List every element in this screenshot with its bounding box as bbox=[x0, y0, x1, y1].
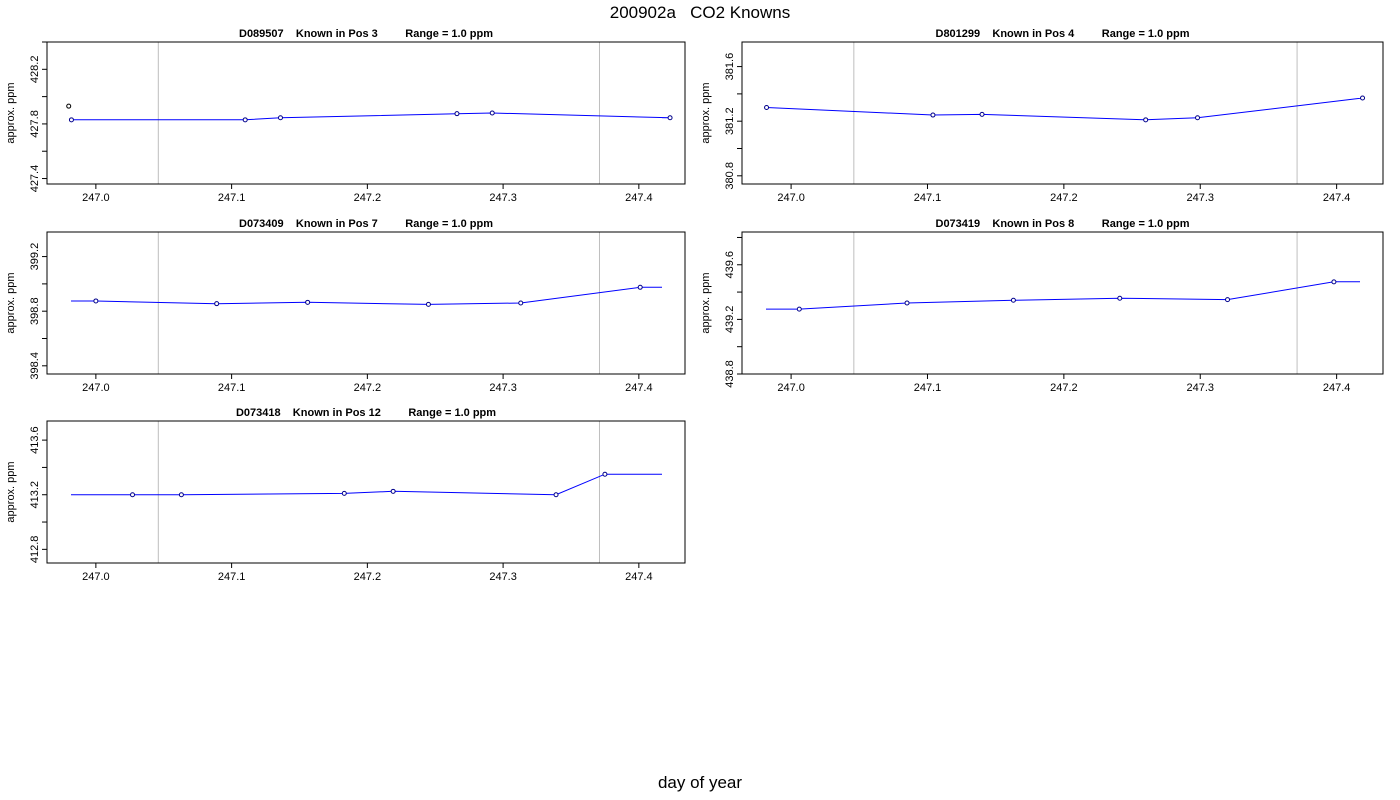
x-tick-label: 247.1 bbox=[218, 382, 246, 394]
x-tick-label: 247.0 bbox=[777, 192, 805, 204]
data-point bbox=[390, 488, 396, 494]
y-tick-label: 413.6 bbox=[29, 426, 41, 454]
flagged-point bbox=[66, 103, 72, 109]
x-tick-label: 247.2 bbox=[354, 192, 382, 204]
x-tick-label: 247.1 bbox=[218, 571, 246, 583]
y-axis-label: approx. ppm bbox=[5, 82, 17, 143]
x-tick-label: 247.1 bbox=[218, 192, 246, 204]
series-line bbox=[71, 112, 671, 121]
y-axis-label: approx. ppm bbox=[5, 461, 17, 522]
data-point bbox=[341, 490, 347, 496]
y-tick-label: 438.8 bbox=[724, 360, 736, 388]
x-tick-label: 247.4 bbox=[625, 571, 653, 583]
data-point bbox=[637, 284, 643, 290]
data-point bbox=[1117, 295, 1123, 301]
chart-panel-2: D801299 Known in Pos 4 Range = 1.0 ppm 24… bbox=[700, 28, 1384, 204]
y-tick-label: 428.2 bbox=[29, 56, 41, 84]
x-tick-label: 247.3 bbox=[489, 571, 517, 583]
panel-title: D073419 Known in Pos 8 Range = 1.0 ppm bbox=[936, 218, 1190, 230]
chart-panel-3: D073409 Known in Pos 7 Range = 1.0 ppm 24… bbox=[5, 218, 686, 394]
x-tick-label: 247.0 bbox=[777, 382, 805, 394]
data-point bbox=[553, 492, 559, 498]
data-point bbox=[930, 112, 936, 118]
series-line bbox=[766, 97, 1363, 121]
chart-main-title: 200902a CO2 Knowns bbox=[609, 3, 791, 22]
data-point bbox=[1143, 117, 1149, 123]
data-point bbox=[305, 299, 311, 305]
y-tick-label: 412.8 bbox=[29, 536, 41, 564]
plot-frame bbox=[741, 231, 1384, 375]
y-tick-label: 398.4 bbox=[29, 352, 41, 380]
y-tick-label: 413.2 bbox=[29, 481, 41, 509]
panel-title: D073418 Known in Pos 12 Range = 1.0 ppm bbox=[236, 407, 496, 419]
data-point bbox=[1195, 115, 1201, 121]
data-point bbox=[425, 301, 431, 307]
data-point bbox=[1225, 297, 1231, 303]
y-axis-label: approx. ppm bbox=[700, 82, 712, 143]
x-tick-label: 247.3 bbox=[1186, 192, 1214, 204]
data-point bbox=[979, 111, 985, 117]
x-tick-label: 247.1 bbox=[914, 382, 942, 394]
x-tick-label: 247.4 bbox=[1323, 382, 1351, 394]
chart-panel-1: D089507 Known in Pos 3 Range = 1.0 ppm 24… bbox=[5, 28, 686, 204]
panel-title: D089507 Known in Pos 3 Range = 1.0 ppm bbox=[239, 28, 493, 40]
x-tick-label: 247.3 bbox=[1186, 382, 1214, 394]
y-tick-label: 427.8 bbox=[29, 110, 41, 138]
y-tick-label: 380.8 bbox=[724, 162, 736, 190]
data-point bbox=[796, 306, 802, 312]
data-point bbox=[93, 298, 99, 304]
y-tick-label: 381.6 bbox=[724, 53, 736, 81]
data-point bbox=[904, 300, 910, 306]
y-axis-label: approx. ppm bbox=[5, 272, 17, 333]
data-point bbox=[277, 115, 283, 121]
x-tick-label: 247.3 bbox=[489, 382, 517, 394]
x-tick-label: 247.0 bbox=[82, 382, 110, 394]
x-tick-label: 247.4 bbox=[625, 382, 653, 394]
x-tick-label: 247.4 bbox=[1323, 192, 1351, 204]
data-point bbox=[602, 471, 608, 477]
plot-frame bbox=[46, 420, 686, 564]
x-tick-label: 247.2 bbox=[1050, 192, 1078, 204]
x-tick-label: 247.0 bbox=[82, 192, 110, 204]
data-point bbox=[454, 111, 460, 117]
plot-frame bbox=[46, 41, 686, 185]
data-point bbox=[1360, 95, 1366, 101]
x-tick-label: 247.4 bbox=[625, 192, 653, 204]
x-tick-label: 247.2 bbox=[1050, 382, 1078, 394]
x-tick-label: 247.0 bbox=[82, 571, 110, 583]
y-tick-label: 439.2 bbox=[724, 306, 736, 334]
plot-frame bbox=[46, 231, 686, 375]
data-point bbox=[489, 110, 495, 116]
x-tick-label: 247.1 bbox=[914, 192, 942, 204]
data-point bbox=[1010, 297, 1016, 303]
x-tick-label: 247.3 bbox=[489, 192, 517, 204]
y-tick-label: 399.2 bbox=[29, 243, 41, 271]
data-point bbox=[764, 105, 770, 111]
data-point bbox=[1331, 279, 1337, 285]
series-line bbox=[766, 281, 1360, 310]
series-line bbox=[71, 286, 662, 305]
y-tick-label: 398.8 bbox=[29, 297, 41, 325]
y-tick-label: 381.2 bbox=[724, 107, 736, 135]
data-point bbox=[667, 115, 673, 121]
data-point bbox=[214, 301, 220, 307]
x-tick-label: 247.2 bbox=[354, 571, 382, 583]
x-axis-label: day of year bbox=[657, 773, 743, 792]
plot-frame bbox=[741, 41, 1384, 185]
panel-title: D073409 Known in Pos 7 Range = 1.0 ppm bbox=[239, 218, 493, 230]
y-tick-label: 439.6 bbox=[724, 251, 736, 279]
chart-panel-5: D073418 Known in Pos 12 Range = 1.0 ppm 2… bbox=[5, 407, 686, 583]
y-axis-label: approx. ppm bbox=[700, 272, 712, 333]
y-tick-label: 427.4 bbox=[29, 165, 41, 193]
data-point bbox=[178, 492, 184, 498]
panel-title: D801299 Known in Pos 4 Range = 1.0 ppm bbox=[936, 28, 1190, 40]
x-tick-label: 247.2 bbox=[354, 382, 382, 394]
series-line bbox=[71, 473, 662, 496]
chart-panel-4: D073419 Known in Pos 8 Range = 1.0 ppm 24… bbox=[700, 218, 1384, 394]
data-point bbox=[518, 300, 524, 306]
data-point bbox=[68, 117, 74, 123]
data-point bbox=[242, 117, 248, 123]
data-point bbox=[130, 492, 136, 498]
